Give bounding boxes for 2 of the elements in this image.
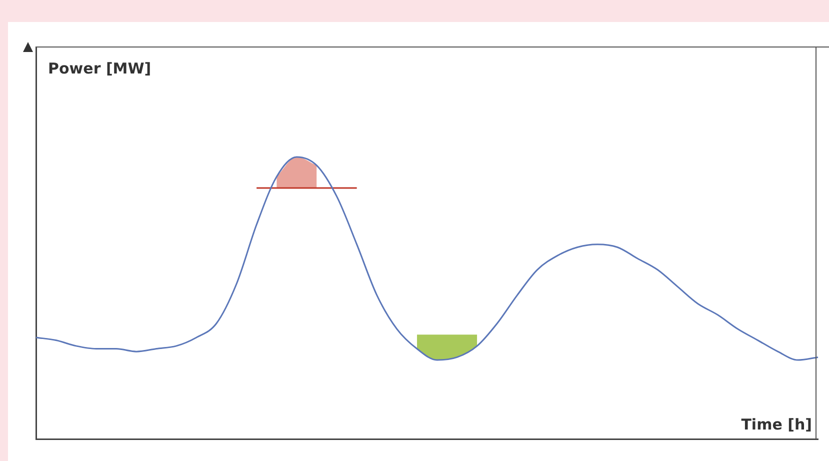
text: Power [MW] (48, 59, 152, 78)
x-axis-title: Time [h] (741, 415, 812, 434)
